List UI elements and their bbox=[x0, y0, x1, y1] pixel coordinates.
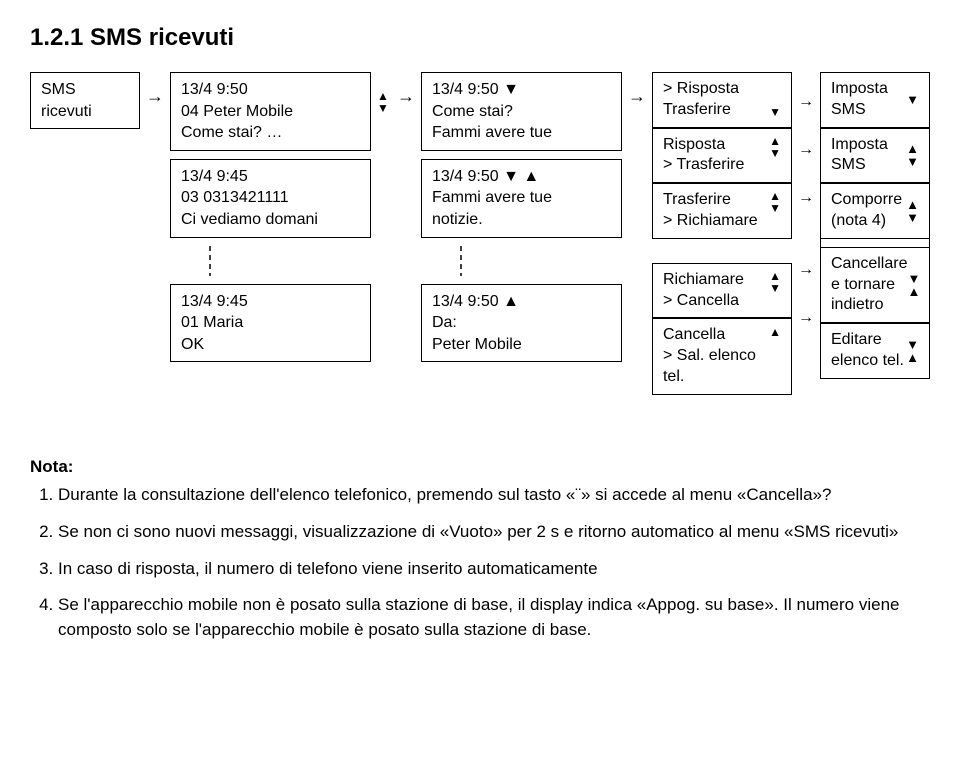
dashed-connector bbox=[421, 246, 622, 276]
note-item: Se non ci sono nuovi messaggi, visualizz… bbox=[58, 520, 930, 545]
diagram: SMS ricevuti → 13/4 9:50 04 Peter Mobile… bbox=[30, 72, 930, 395]
up-down-triangle-icon: ▼▲ bbox=[907, 272, 920, 298]
msg-item-2: 13/4 9:45 03 0313421111 Ci vediamo doman… bbox=[170, 159, 371, 238]
col-4: > Risposta Trasferire ▼ Risposta > Trasf… bbox=[652, 72, 792, 395]
notes-list: Durante la consultazione dell'elenco tel… bbox=[30, 483, 930, 642]
up-down-triangle-icon: ▲▼ bbox=[769, 190, 781, 232]
col-2: 13/4 9:50 04 Peter Mobile Come stai? … 1… bbox=[170, 72, 371, 362]
arrow-icon: → bbox=[146, 72, 164, 107]
arrow-icon: → bbox=[798, 78, 814, 126]
detail-3: 13/4 9:50 ▲ Da: Peter Mobile bbox=[421, 284, 622, 363]
action-4: Cancellare e tornare indietro ▼▲ bbox=[820, 247, 930, 323]
box-inbox: SMS ricevuti bbox=[30, 72, 140, 129]
nav-triangles-1: ▲ ▼ bbox=[377, 72, 389, 114]
arrow-icon: → bbox=[798, 294, 814, 342]
menu-5: Cancella > Sal. elenco tel. ▲ bbox=[652, 318, 792, 394]
up-down-triangle-icon: ▲▼ bbox=[906, 142, 919, 168]
menu-4-label: Richiamare > Cancella bbox=[663, 270, 769, 312]
arrow-icon: → bbox=[628, 72, 646, 107]
section-title: 1.2.1 SMS ricevuti bbox=[30, 24, 930, 52]
action-5-label: Editare elenco tel. bbox=[831, 330, 906, 372]
arrow-icon: → bbox=[395, 72, 415, 107]
menu-5-label: Cancella > Sal. elenco tel. bbox=[663, 325, 769, 387]
action-2: Imposta SMS ▲▼ bbox=[820, 128, 930, 184]
notes: Nota: Durante la consultazione dell'elen… bbox=[30, 455, 930, 643]
arrow-icon: → bbox=[798, 174, 814, 222]
note-item: In caso di risposta, il numero di telefo… bbox=[58, 557, 930, 582]
action-1: Imposta SMS ▼ bbox=[820, 72, 930, 128]
down-triangle-icon: ▼ bbox=[377, 102, 389, 114]
up-down-triangle-icon: ▼▲ bbox=[906, 338, 919, 364]
menu-3-label: Trasferire > Richiamare bbox=[663, 190, 769, 232]
menu-3: Trasferire > Richiamare ▲▼ bbox=[652, 183, 792, 239]
col-1: SMS ricevuti bbox=[30, 72, 140, 129]
note-item: Durante la consultazione dell'elenco tel… bbox=[58, 483, 930, 508]
note-item: Se l'apparecchio mobile non è posato sul… bbox=[58, 593, 930, 642]
action-2-label: Imposta SMS bbox=[831, 135, 906, 177]
arrow-icon: → bbox=[798, 126, 814, 174]
detail-1: 13/4 9:50 ▼ Come stai? Fammi avere tue bbox=[421, 72, 622, 151]
detail-2: 13/4 9:50 ▼ ▲ Fammi avere tue notizie. bbox=[421, 159, 622, 238]
col-5: Imposta SMS ▼ Imposta SMS ▲▼ Comporre (n… bbox=[820, 72, 930, 379]
down-triangle-icon: ▼ bbox=[769, 105, 781, 121]
menu-1-label: > Risposta Trasferire bbox=[663, 79, 769, 121]
up-down-triangle-icon: ▲▼ bbox=[769, 270, 781, 312]
menu-1: > Risposta Trasferire ▼ bbox=[652, 72, 792, 128]
msg-item-1: 13/4 9:50 04 Peter Mobile Come stai? … bbox=[170, 72, 371, 151]
up-down-triangle-icon: ▲▼ bbox=[906, 198, 919, 224]
col-3: 13/4 9:50 ▼ Come stai? Fammi avere tue 1… bbox=[421, 72, 622, 362]
msg-item-3: 13/4 9:45 01 Maria OK bbox=[170, 284, 371, 363]
notes-heading: Nota: bbox=[30, 455, 930, 480]
action-5: Editare elenco tel. ▼▲ bbox=[820, 323, 930, 379]
up-triangle-icon: ▲ bbox=[769, 325, 781, 341]
menu-4: Richiamare > Cancella ▲▼ bbox=[652, 263, 792, 319]
up-down-triangle-icon: ▲▼ bbox=[769, 135, 781, 177]
action-4-label: Cancellare e tornare indietro bbox=[831, 254, 907, 316]
menu-2: Risposta > Trasferire ▲▼ bbox=[652, 128, 792, 184]
arrows-col: → → → → → bbox=[798, 72, 814, 342]
arrow-icon: → bbox=[798, 246, 814, 294]
menu-2-label: Risposta > Trasferire bbox=[663, 135, 769, 177]
action-3: Comporre (nota 4) ▲▼ bbox=[820, 183, 930, 239]
dashed-connector bbox=[170, 246, 371, 276]
action-1-label: Imposta SMS bbox=[831, 79, 906, 121]
action-3-label: Comporre (nota 4) bbox=[831, 190, 906, 232]
down-triangle-icon: ▼ bbox=[906, 93, 919, 106]
